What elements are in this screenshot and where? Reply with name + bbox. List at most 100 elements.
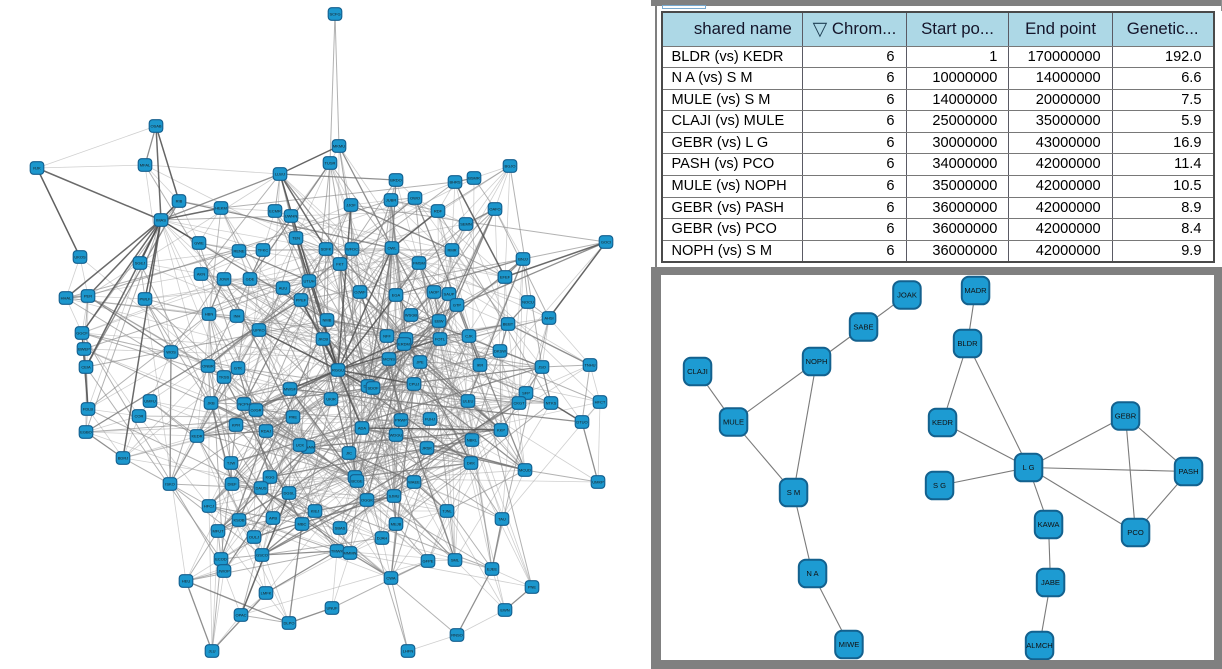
svg-text:TJW: TJW bbox=[227, 461, 235, 466]
svg-text:PASH: PASH bbox=[1178, 467, 1198, 476]
svg-text:DTUO: DTUO bbox=[576, 420, 587, 425]
svg-text:OJWF: OJWF bbox=[354, 290, 366, 295]
svg-text:EWN: EWN bbox=[500, 608, 509, 613]
svg-text:GFPE: GFPE bbox=[423, 559, 434, 564]
svg-text:PPEF: PPEF bbox=[296, 298, 307, 303]
svg-text:BLDR: BLDR bbox=[957, 339, 978, 348]
svg-text:TUSR: TUSR bbox=[325, 161, 336, 166]
svg-text:RENE: RENE bbox=[233, 249, 244, 254]
svg-text:OJGR: OJGR bbox=[250, 408, 261, 413]
svg-text:PER: PER bbox=[84, 294, 92, 299]
svg-text:ERDM: ERDM bbox=[398, 342, 410, 347]
svg-text:APB: APB bbox=[269, 516, 277, 521]
svg-text:EBW: EBW bbox=[434, 319, 443, 324]
svg-text:DLPO: DLPO bbox=[284, 621, 295, 626]
svg-text:JPE: JPE bbox=[416, 360, 424, 365]
svg-text:GTP: GTP bbox=[453, 303, 462, 308]
svg-text:AHSI: AHSI bbox=[544, 316, 553, 321]
svg-text:MADR: MADR bbox=[964, 286, 987, 295]
svg-text:WOS: WOS bbox=[166, 350, 176, 355]
svg-text:UTUH: UTUH bbox=[303, 279, 314, 284]
svg-text:GGCF: GGCF bbox=[76, 331, 88, 336]
svg-text:JKB: JKB bbox=[207, 401, 215, 406]
svg-text:UMKP: UMKP bbox=[592, 480, 604, 485]
svg-text:JRSK: JRSK bbox=[422, 446, 433, 451]
svg-text:BCGE: BCGE bbox=[351, 479, 363, 484]
svg-text:NCPH: NCPH bbox=[238, 402, 249, 407]
svg-text:UKIR: UKIR bbox=[326, 397, 336, 402]
svg-text:KPR: KPR bbox=[232, 423, 240, 428]
svg-text:WSGB: WSGB bbox=[405, 313, 418, 318]
svg-text:WDGU: WDGU bbox=[390, 433, 403, 438]
svg-text:BRDO: BRDO bbox=[390, 178, 402, 183]
svg-text:MMMN: MMMN bbox=[344, 551, 357, 556]
svg-text:TEN: TEN bbox=[292, 236, 300, 241]
svg-text:KEDR: KEDR bbox=[191, 434, 202, 439]
svg-text:AUU: AUU bbox=[279, 286, 288, 291]
svg-text:BWEP: BWEP bbox=[78, 347, 90, 352]
svg-text:FMSM: FMSM bbox=[413, 261, 425, 266]
svg-text:ADA: ADA bbox=[358, 426, 367, 431]
svg-text:JWOP: JWOP bbox=[218, 569, 230, 574]
svg-text:HFCT: HFCT bbox=[595, 400, 606, 405]
svg-text:JLU: JLU bbox=[208, 649, 215, 654]
svg-text:JABE: JABE bbox=[1041, 578, 1060, 587]
svg-text:MFUT: MFUT bbox=[212, 529, 224, 534]
svg-text:BDRJ: BDRJ bbox=[118, 456, 128, 461]
svg-text:NOPH: NOPH bbox=[805, 357, 827, 366]
svg-text:OPAC: OPAC bbox=[235, 613, 246, 618]
svg-text:SML: SML bbox=[451, 558, 460, 563]
svg-text:DIEF: DIEF bbox=[227, 482, 237, 487]
svg-text:S G: S G bbox=[932, 481, 945, 490]
svg-text:TJNL: TJNL bbox=[442, 509, 452, 514]
svg-text:ULEU: ULEU bbox=[463, 399, 474, 404]
svg-text:TAU: TAU bbox=[498, 517, 506, 522]
svg-text:BGJO: BGJO bbox=[505, 164, 516, 169]
svg-text:HHAL: HHAL bbox=[61, 296, 72, 301]
svg-text:FKT: FKT bbox=[336, 262, 344, 267]
svg-text:OWO: OWO bbox=[410, 196, 420, 201]
svg-text:NTKS: NTKS bbox=[546, 401, 557, 406]
svg-text:MIWE: MIWE bbox=[838, 640, 859, 649]
svg-text:HEU: HEU bbox=[182, 579, 191, 584]
svg-text:OULJ: OULJ bbox=[249, 535, 259, 540]
svg-text:SCFG: SCFG bbox=[329, 12, 340, 17]
svg-text:EFEF: EFEF bbox=[500, 275, 511, 280]
svg-text:BNJJ: BNJJ bbox=[518, 257, 528, 262]
svg-text:FDLB: FDLB bbox=[83, 407, 94, 412]
svg-text:GWE: GWE bbox=[194, 241, 204, 246]
svg-text:TKSS: TKSS bbox=[219, 375, 230, 380]
svg-text:IMAS: IMAS bbox=[156, 218, 166, 223]
svg-text:PRWP: PRWP bbox=[395, 418, 407, 423]
svg-text:FUHJ: FUHJ bbox=[425, 417, 435, 422]
svg-text:JIC: JIC bbox=[346, 451, 352, 456]
svg-text:TFKC: TFKC bbox=[258, 248, 269, 253]
svg-text:HFCJ: HFCJ bbox=[204, 504, 214, 509]
svg-text:DKK: DKK bbox=[467, 461, 476, 466]
svg-text:NMB: NMB bbox=[323, 318, 332, 323]
svg-text:INH: INH bbox=[234, 314, 241, 319]
svg-text:UCK: UCK bbox=[296, 443, 305, 448]
svg-text:CJK: CJK bbox=[465, 334, 473, 339]
svg-text:RMR: RMR bbox=[447, 248, 456, 253]
svg-text:SDOF: SDOF bbox=[367, 386, 379, 391]
svg-text:SABE: SABE bbox=[853, 322, 873, 331]
svg-text:MCNS: MCNS bbox=[383, 357, 395, 362]
svg-text:MKMU: MKMU bbox=[333, 144, 345, 149]
svg-text:EGBO: EGBO bbox=[80, 430, 92, 435]
svg-text:CWA: CWA bbox=[386, 576, 396, 581]
svg-text:SBAS: SBAS bbox=[335, 526, 346, 531]
svg-text:PWLF: PWLF bbox=[139, 297, 151, 302]
svg-text:RDAJ: RDAJ bbox=[261, 429, 271, 434]
svg-text:UMFU: UMFU bbox=[144, 399, 156, 404]
svg-text:LLWJ: LLWJ bbox=[275, 172, 285, 177]
svg-text:EJEE: EJEE bbox=[487, 567, 497, 572]
svg-text:GTK: GTK bbox=[234, 366, 243, 371]
svg-text:BSMR: BSMR bbox=[468, 176, 480, 181]
svg-text:OGGK: OGGK bbox=[361, 498, 373, 503]
svg-text:DAUS: DAUS bbox=[255, 486, 266, 491]
svg-text:SAUP: SAUP bbox=[444, 292, 455, 297]
svg-text:DKSW: DKSW bbox=[494, 349, 506, 354]
svg-text:RJK: RJK bbox=[33, 166, 41, 171]
svg-text:IAOP: IAOP bbox=[429, 290, 439, 295]
